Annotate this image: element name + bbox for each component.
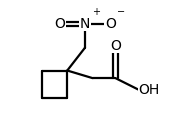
Text: OH: OH [138, 83, 160, 97]
Text: +: + [92, 7, 100, 17]
Text: −: − [117, 7, 125, 17]
Text: O: O [105, 17, 116, 30]
Text: O: O [110, 39, 121, 53]
Text: O: O [54, 17, 65, 30]
Text: N: N [80, 17, 90, 30]
